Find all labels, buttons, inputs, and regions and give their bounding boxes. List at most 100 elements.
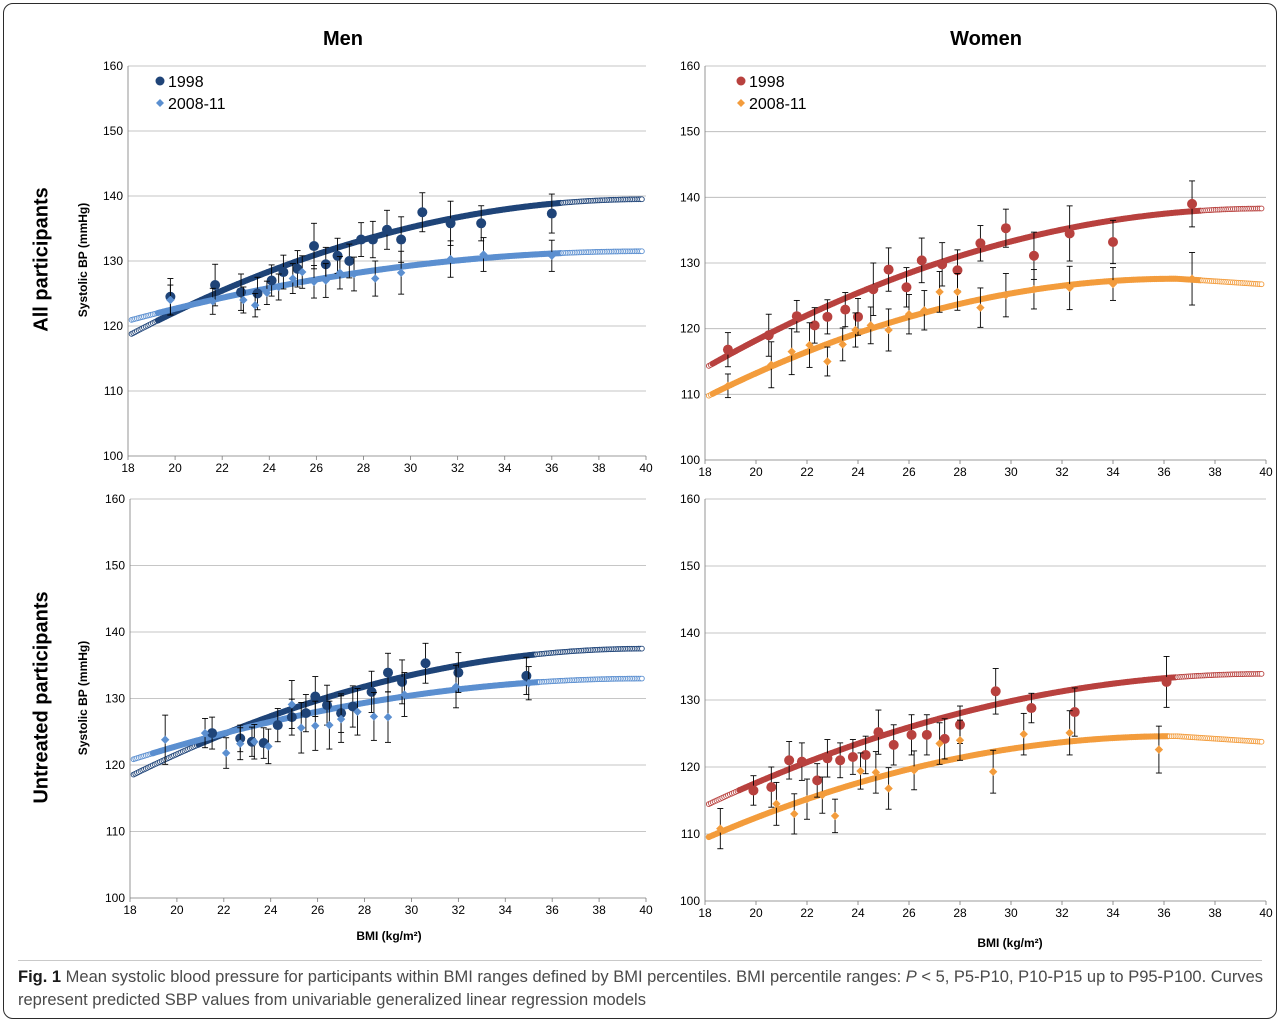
data-point-1998: [847, 751, 858, 762]
data-point-2008-11: [1019, 729, 1028, 739]
data-point-1998: [809, 320, 820, 331]
data-point-1998: [901, 282, 912, 293]
data-point-2008-11: [767, 360, 776, 369]
data-point-1998: [366, 686, 377, 697]
data-point-2008-11: [396, 268, 406, 277]
data-point-1998: [322, 700, 333, 711]
x-tick-label-34: 34: [1106, 906, 1120, 920]
data-point-2008-11: [716, 824, 725, 833]
data-point-1998: [266, 275, 277, 286]
x-tick-label-26: 26: [311, 903, 325, 917]
data-point-2008-11: [838, 340, 847, 349]
data-point-2008-11: [221, 748, 231, 758]
figure-frame: [3, 3, 1277, 1019]
x-tick-label-18: 18: [698, 465, 712, 479]
caption-text-b: < 5, P5-P10, P10-P15 up to P95-P100. Cur…: [18, 968, 1264, 1009]
x-tick-label-26: 26: [902, 465, 916, 479]
data-point-2008-11: [866, 321, 875, 330]
legend-marker-1998: [736, 76, 746, 86]
data-point-2008-11: [336, 714, 346, 724]
y-tick-label-130: 130: [105, 692, 125, 706]
y-tick-label-160: 160: [680, 59, 700, 73]
legend-label-2008-11: 2008-11: [749, 96, 807, 113]
data-point-1998: [347, 701, 358, 712]
data-point-1998: [1064, 228, 1075, 239]
data-point-1998: [396, 234, 407, 245]
legend-marker-2008-11: [737, 99, 745, 107]
data-point-2008-11: [262, 288, 272, 298]
x-axis-label-right: BMI (kg/m²): [977, 936, 1043, 950]
x-tick-label-40: 40: [639, 461, 653, 475]
data-point-2008-11: [1001, 290, 1011, 300]
legend-marker-1998: [155, 76, 165, 86]
x-tick-label-34: 34: [1106, 465, 1120, 479]
fit-curve-dot-1998: [639, 645, 645, 652]
data-point-1998: [916, 255, 927, 266]
data-point-2008-11: [371, 274, 380, 283]
data-point-2008-11: [383, 712, 393, 722]
x-tick-label-18: 18: [698, 906, 712, 920]
x-tick-label-28: 28: [357, 461, 371, 475]
data-point-1998: [990, 686, 1001, 697]
y-tick-label-120: 120: [103, 319, 123, 333]
data-point-2008-11: [823, 357, 832, 366]
data-point-1998: [236, 287, 247, 298]
x-tick-label-40: 40: [1259, 465, 1273, 479]
column-title-women: Women: [950, 28, 1022, 50]
data-point-2008-11: [988, 767, 998, 776]
data-point-1998: [822, 311, 833, 322]
data-point-2008-11: [451, 682, 461, 691]
y-tick-label-100: 100: [103, 449, 123, 463]
x-tick-label-32: 32: [451, 461, 465, 475]
x-axis-label-left: BMI (kg/m²): [356, 929, 422, 943]
x-tick-label-40: 40: [639, 903, 653, 917]
data-point-2008-11: [818, 790, 827, 800]
data-point-2008-11: [369, 712, 379, 721]
y-tick-label-100: 100: [680, 453, 700, 467]
data-point-1998: [521, 670, 532, 681]
data-point-1998: [382, 224, 392, 235]
fit-curve-dot-2008-11: [639, 248, 645, 255]
data-point-1998: [310, 691, 321, 702]
data-point-1998: [272, 720, 283, 731]
data-point-1998: [367, 234, 378, 245]
data-point-2008-11: [349, 269, 359, 279]
x-tick-label-36: 36: [546, 903, 560, 917]
x-tick-label-32: 32: [452, 903, 466, 917]
data-point-2008-11: [723, 381, 733, 390]
data-point-1998: [939, 733, 950, 744]
data-point-1998: [1028, 250, 1039, 261]
data-point-2008-11: [935, 739, 944, 748]
data-point-2008-11: [935, 287, 944, 297]
data-point-2008-11: [830, 811, 840, 821]
legend-label-2008-11: 2008-11: [168, 96, 226, 113]
y-tick-label-100: 100: [680, 894, 700, 908]
x-tick-label-26: 26: [310, 461, 324, 475]
data-point-1998: [546, 208, 557, 219]
data-point-2008-11: [856, 766, 865, 776]
data-point-2008-11: [851, 325, 860, 335]
data-point-1998: [207, 728, 218, 739]
data-point-2008-11: [250, 301, 260, 310]
y-tick-label-120: 120: [680, 760, 700, 774]
data-point-2008-11: [479, 250, 488, 259]
legend-label-1998: 1998: [168, 74, 204, 91]
y-tick-label-160: 160: [103, 59, 123, 73]
x-tick-label-20: 20: [749, 465, 763, 479]
data-point-1998: [332, 250, 343, 261]
x-tick-label-20: 20: [168, 461, 182, 475]
x-tick-label-26: 26: [902, 906, 916, 920]
data-point-1998: [309, 241, 320, 252]
data-point-2008-11: [160, 735, 170, 744]
x-tick-label-32: 32: [1055, 465, 1069, 479]
x-tick-label-38: 38: [592, 903, 606, 917]
y-tick-label-140: 140: [680, 626, 700, 640]
data-point-2008-11: [1065, 283, 1074, 293]
data-point-2008-11: [297, 723, 306, 732]
x-tick-label-22: 22: [216, 461, 230, 475]
data-point-1998: [1000, 223, 1011, 234]
x-tick-label-24: 24: [264, 903, 278, 917]
x-tick-label-18: 18: [121, 461, 135, 475]
column-title-men: Men: [323, 28, 363, 50]
x-tick-label-40: 40: [1259, 906, 1273, 920]
